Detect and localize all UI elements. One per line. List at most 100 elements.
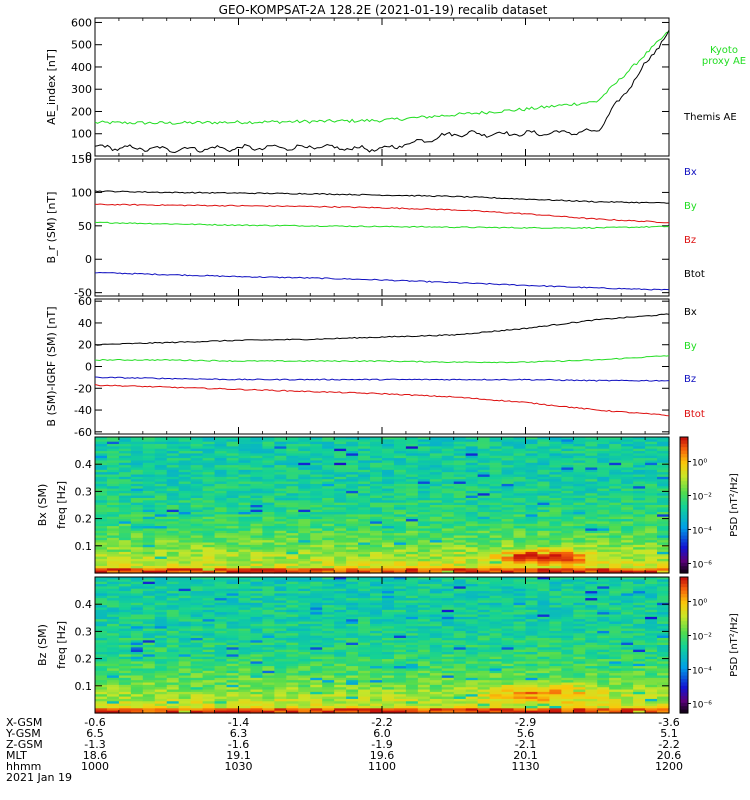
spectrogram-cell <box>322 467 335 471</box>
spectrogram-cell <box>585 519 598 523</box>
spectrogram-cell <box>190 540 204 544</box>
spectrogram-cell <box>370 630 383 634</box>
spectrogram-cell <box>393 540 407 544</box>
spectrogram-cell <box>190 677 204 681</box>
spectrogram-cell <box>142 465 156 469</box>
spectrogram-cell <box>118 502 132 506</box>
spectrogram-cell <box>322 623 335 627</box>
y-axis-label: Bx (SM) <box>36 484 49 527</box>
spectrogram-cell <box>274 547 287 551</box>
spectrogram-cell <box>106 673 120 677</box>
spectrogram-cell <box>310 455 323 459</box>
spectrogram-cell <box>130 666 144 670</box>
spectrogram-cell <box>513 481 527 485</box>
spectrogram-cell <box>405 561 419 565</box>
spectrogram-cell <box>178 600 192 604</box>
spectrogram-cell <box>358 521 371 525</box>
spectrogram-cell <box>393 656 407 660</box>
spectrogram-cell <box>322 474 335 478</box>
spectrogram-cell <box>214 680 228 684</box>
spectrogram-cell <box>513 472 527 476</box>
spectrogram-cell <box>453 570 467 574</box>
spectrogram-cell <box>382 570 395 574</box>
spectrogram-cell <box>334 630 347 634</box>
spectrogram-cell <box>657 537 670 541</box>
spectrogram-cell <box>214 453 228 457</box>
spectrogram-cell <box>142 593 156 597</box>
spectrogram-cell <box>166 530 180 534</box>
spectrogram-cell <box>370 694 383 698</box>
spectrogram-cell <box>358 469 371 473</box>
spectrogram-cell <box>513 547 527 551</box>
spectrogram-cell <box>429 474 443 478</box>
spectrogram-cell <box>262 549 275 553</box>
spectrogram-cell <box>226 645 240 648</box>
spectrogram-cell <box>573 526 586 530</box>
spectrogram-cell <box>417 474 431 478</box>
spectrogram-cell <box>238 645 252 648</box>
spectrogram-cell <box>334 698 347 702</box>
spectrogram-cell <box>214 509 228 513</box>
spectrogram-cell <box>346 623 359 627</box>
spectrogram-cell <box>286 630 299 634</box>
spectrogram-cell <box>214 659 228 663</box>
spectrogram-cell <box>202 630 216 634</box>
spectrogram-cell <box>393 526 407 530</box>
spectrogram-cell <box>453 701 467 705</box>
spectrogram-cell <box>429 437 443 440</box>
spectrogram-cell <box>417 446 431 450</box>
spectrogram-cell <box>417 602 431 606</box>
spectrogram-cell <box>310 554 323 558</box>
spectrogram-cell <box>441 687 455 691</box>
spectrogram-cell <box>106 500 120 504</box>
spectrogram-cell <box>453 659 467 663</box>
spectrogram-cell <box>286 472 299 476</box>
spectrogram-cell <box>226 647 240 651</box>
spectrogram-cell <box>429 530 443 534</box>
spectrogram-cell <box>166 495 180 499</box>
spectrogram-cell <box>346 455 359 459</box>
spectrogram-cell <box>585 514 598 518</box>
spectrogram-cell <box>417 467 431 471</box>
spectrogram-cell <box>429 526 443 530</box>
spectrogram-cell <box>322 579 335 583</box>
spectrogram-cell <box>178 446 192 450</box>
spectrogram-cell <box>214 519 228 523</box>
spectrogram-cell <box>238 444 252 447</box>
spectrogram-cell <box>226 586 240 590</box>
spectrogram-cell <box>609 565 622 569</box>
spectrogram-cell <box>322 523 335 527</box>
spectrogram-cell <box>405 458 419 462</box>
spectrogram-cell <box>441 493 455 497</box>
spectrogram-cell <box>334 514 347 518</box>
spectrogram-cell <box>190 490 204 494</box>
spectrogram-cell <box>226 642 240 646</box>
spectrogram-cell <box>130 535 144 539</box>
spectrogram-cell <box>429 493 443 497</box>
spectrogram-cell <box>477 523 491 527</box>
spectrogram-cell <box>238 556 252 560</box>
spectrogram-cell <box>142 481 156 485</box>
spectrogram-cell <box>513 451 527 455</box>
spectrogram-cell <box>382 581 395 585</box>
spectrogram-cell <box>238 698 252 702</box>
spectrogram-cell <box>202 458 216 462</box>
spectrogram-cell <box>585 549 598 553</box>
colorbar-segment <box>680 539 688 543</box>
spectrogram-cell <box>95 479 108 483</box>
spectrogram-cell <box>549 488 562 492</box>
spectrogram-cell <box>334 537 347 541</box>
spectrogram-cell <box>118 558 132 562</box>
spectrogram-cell <box>142 584 156 587</box>
spectrogram-cell <box>453 626 467 630</box>
spectrogram-cell <box>190 554 204 558</box>
spectrogram-cell <box>226 540 240 544</box>
spectrogram-cell <box>585 502 598 506</box>
spectrogram-cell <box>489 467 503 471</box>
spectrogram-cell <box>106 616 120 620</box>
spectrogram-cell <box>453 673 467 677</box>
spectrogram-cell <box>250 509 264 513</box>
spectrogram-cell <box>489 483 503 487</box>
spectrogram-cell <box>429 673 443 677</box>
spectrogram-cell <box>441 537 455 541</box>
